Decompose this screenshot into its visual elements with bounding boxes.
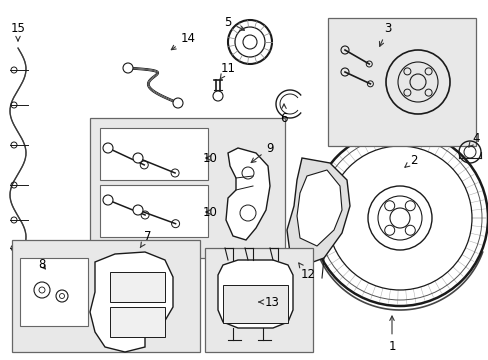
Bar <box>204 248 312 352</box>
Text: 2: 2 <box>404 153 417 167</box>
Text: 8: 8 <box>38 258 45 271</box>
Text: 9: 9 <box>251 141 273 162</box>
Text: 1: 1 <box>387 316 395 352</box>
Text: 3: 3 <box>379 22 391 46</box>
Polygon shape <box>225 148 269 240</box>
Text: 6: 6 <box>280 104 287 125</box>
Text: 4: 4 <box>468 131 479 147</box>
Bar <box>110 307 164 337</box>
Circle shape <box>133 153 142 163</box>
Text: 13: 13 <box>258 296 279 309</box>
Polygon shape <box>296 170 341 246</box>
Bar <box>327 18 475 146</box>
Bar <box>12 240 200 352</box>
Bar <box>20 258 88 326</box>
Bar <box>110 272 164 302</box>
Polygon shape <box>218 260 292 328</box>
Bar <box>223 285 287 323</box>
Text: 10: 10 <box>202 152 217 165</box>
Bar <box>100 185 207 237</box>
Bar <box>100 128 207 180</box>
Bar <box>90 118 285 258</box>
Circle shape <box>133 205 142 215</box>
Polygon shape <box>90 252 173 352</box>
Circle shape <box>103 143 113 153</box>
Text: 12: 12 <box>298 263 315 282</box>
Circle shape <box>34 282 50 298</box>
Circle shape <box>123 63 133 73</box>
Polygon shape <box>286 158 349 266</box>
Text: 11: 11 <box>219 62 235 80</box>
Text: 10: 10 <box>202 206 217 219</box>
Text: 5: 5 <box>224 15 244 30</box>
Circle shape <box>103 195 113 205</box>
Circle shape <box>173 98 183 108</box>
Text: 14: 14 <box>171 32 195 50</box>
Text: 7: 7 <box>140 230 151 248</box>
Text: 15: 15 <box>11 22 25 41</box>
Circle shape <box>56 290 68 302</box>
